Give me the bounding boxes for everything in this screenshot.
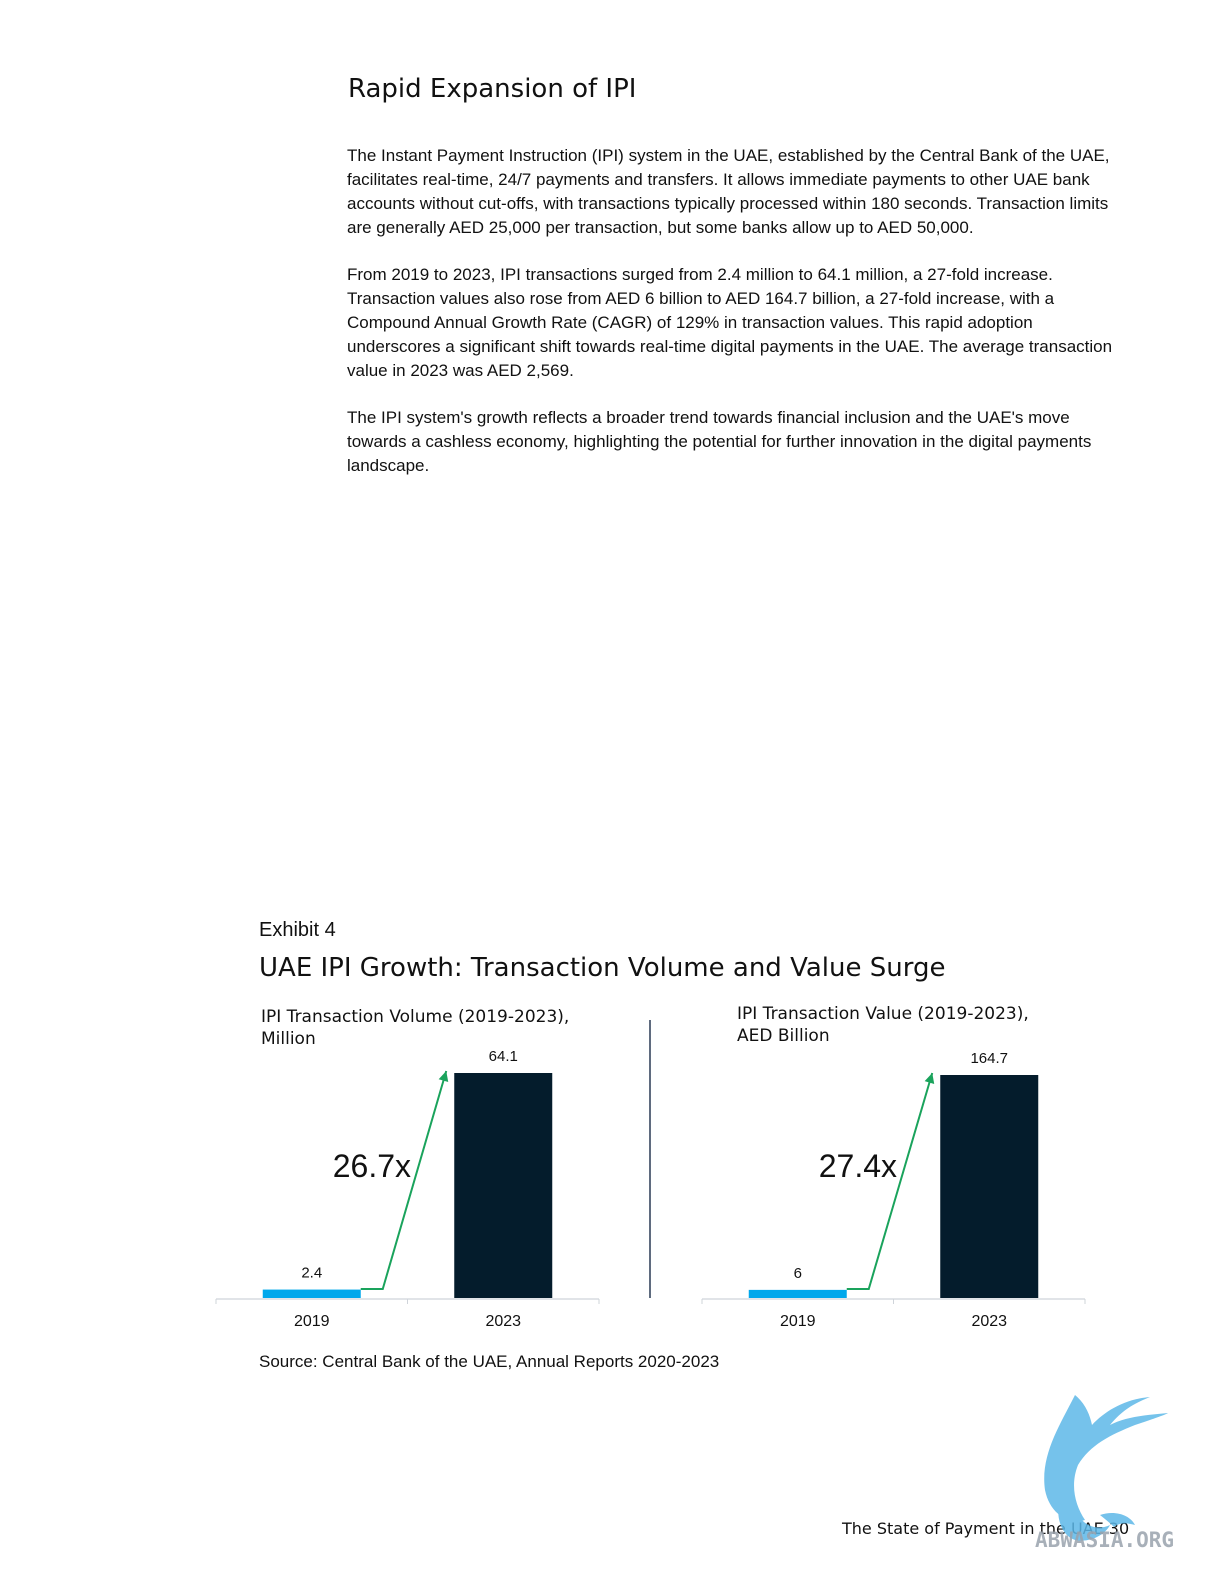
growth-multiplier-label: 27.4x — [819, 1148, 897, 1184]
footer-title: The State of Payment in the UAE — [842, 1519, 1104, 1538]
page-heading: Rapid Expansion of IPI — [348, 74, 637, 104]
data-label: 64.1 — [489, 1048, 518, 1065]
paragraph-3: The IPI system's growth reflects a broad… — [347, 408, 1092, 475]
bar-2019 — [262, 1289, 361, 1298]
chart-title-line: AED Billion — [737, 1026, 830, 1046]
x-tick-label: 2019 — [294, 1313, 330, 1330]
watermark-text: ABWASIA.ORG — [1035, 1528, 1174, 1552]
exhibit-title: UAE IPI Growth: Transaction Volume and V… — [259, 953, 946, 983]
growth-arrow — [360, 1070, 448, 1290]
growth-arrow — [846, 1072, 934, 1290]
data-label: 2.4 — [301, 1265, 322, 1282]
exhibit-label: Exhibit 4 — [259, 919, 336, 941]
growth-arrow-head — [438, 1071, 449, 1082]
griffin-logo-icon: ABWASIA.ORG — [1035, 1395, 1174, 1552]
growth-arrow-head — [924, 1073, 935, 1085]
body-text: The Instant Payment Instruction (IPI) sy… — [347, 144, 1127, 501]
bar-2023 — [940, 1075, 1039, 1298]
x-tick-label: 2023 — [971, 1313, 1007, 1330]
chart-title-line: IPI Transaction Value (2019-2023), — [737, 1004, 1029, 1024]
chart-title-line: IPI Transaction Volume (2019-2023), — [261, 1007, 569, 1027]
x-tick-label: 2023 — [485, 1313, 521, 1330]
source-note: Source: Central Bank of the UAE, Annual … — [259, 1352, 720, 1371]
data-label: 164.7 — [970, 1050, 1008, 1067]
x-tick-label: 2019 — [780, 1313, 816, 1330]
paragraph-2: From 2019 to 2023, IPI transactions surg… — [347, 265, 1113, 380]
data-label: 6 — [794, 1265, 802, 1282]
growth-multiplier-label: 26.7x — [333, 1148, 411, 1184]
bar-2023 — [454, 1073, 553, 1298]
paragraph-1: The Instant Payment Instruction (IPI) sy… — [347, 146, 1110, 237]
chart-title-line: Million — [261, 1029, 316, 1049]
bar-2019 — [748, 1289, 847, 1298]
